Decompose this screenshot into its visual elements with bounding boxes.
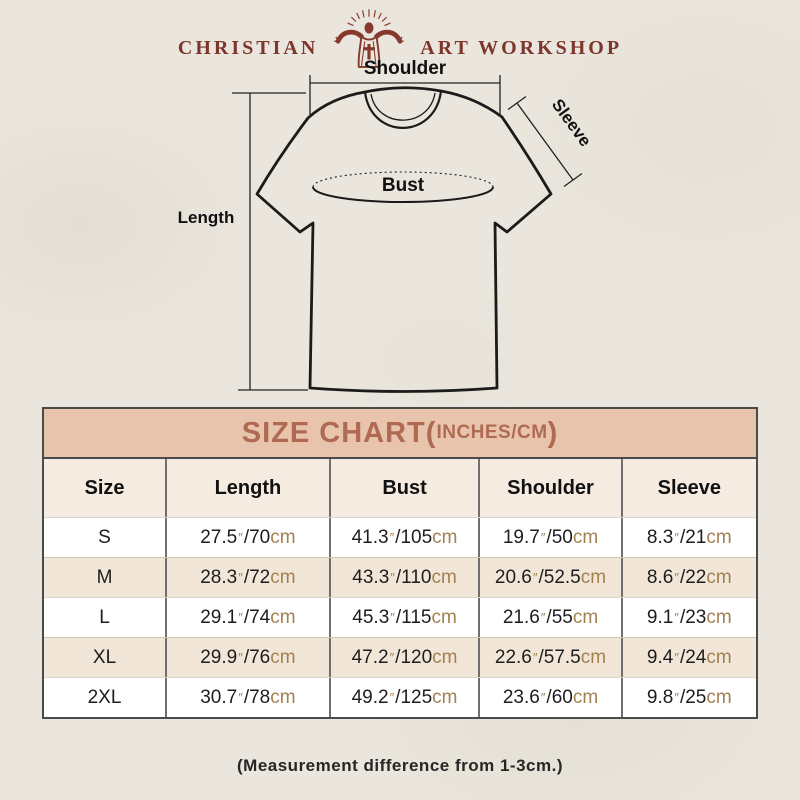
shoulder-value: 19.7 ″/50 cm [478, 518, 620, 557]
brand-logo: CHRISTIAN ART WORKSHOP [0, 6, 800, 68]
shoulder-value: 23.6 ″/60 cm [478, 678, 620, 717]
bust-label: Bust [382, 175, 425, 196]
col-header-length: Length [165, 459, 329, 517]
table-row: L 29.1 ″/74 cm 45.3 ″/115 cm 21.6 ″/55 cm 9.1 ″… [44, 597, 756, 637]
size-chart-title: SIZE CHART [241, 416, 426, 449]
size-chart-units: INCHES/CM [436, 422, 548, 443]
shoulder-dimension-line [309, 75, 501, 117]
col-header-size: Size [44, 459, 166, 517]
tshirt-outline [255, 86, 553, 393]
sleeve-value: 9.4 ″/24 cm [620, 638, 756, 677]
collar-outer [363, 90, 443, 129]
size-value: L [99, 606, 110, 628]
sleeve-value: 9.1 ″/23 cm [620, 598, 756, 637]
col-header-sleeve: Sleeve [620, 459, 756, 517]
length-value: 28.3 ″/72 cm [165, 558, 329, 597]
bust-value: 43.3 ″/110 cm [328, 558, 479, 597]
shoulder-value: 21.6 ″/55 cm [478, 598, 620, 637]
length-value: 29.1 ″/74 cm [165, 598, 329, 637]
bust-value: 45.3 ″/115 cm [328, 598, 479, 637]
jesus-figure-icon [334, 9, 405, 68]
table-header-row: Size Length Bust Shoulder Sleeve [44, 459, 756, 517]
size-chart-table: SIZE CHART(INCHES/CM) Size Length Bust S… [42, 407, 758, 719]
jesus-body [334, 22, 405, 68]
shoulder-value: 22.6 ″/57.5 cm [478, 638, 620, 677]
tshirt-measurement-diagram: Shoulder Bust Length Sleeve [178, 60, 595, 393]
table-row: S 27.5 ″/70 cm 41.3 ″/105 cm 19.7 ″/50 cm 8.3 ″… [44, 517, 756, 557]
col-header-bust: Bust [328, 459, 479, 517]
bust-value: 49.2 ″/125 cm [328, 678, 479, 717]
sleeve-dimension-line [507, 95, 583, 188]
table-row: XL 29.9 ″/76 cm 47.2 ″/120 cm 22.6 ″/57.5 cm 9… [44, 637, 756, 677]
sleeve-label: Sleeve [548, 95, 595, 150]
size-value: 2XL [87, 686, 122, 708]
col-header-shoulder: Shoulder [478, 459, 621, 517]
collar-inner [370, 92, 436, 121]
size-value: XL [92, 646, 117, 668]
sleeve-value: 8.6 ″/22 cm [620, 558, 756, 597]
sleeve-value: 9.8 ″/25 cm [620, 678, 756, 717]
length-label: Length [178, 208, 235, 227]
brand-name-left: CHRISTIAN [177, 37, 319, 59]
bust-value: 41.3 ″/105 cm [328, 518, 479, 557]
size-chart-title-bar: SIZE CHART(INCHES/CM) [44, 409, 756, 459]
table-row: M 28.3 ″/72 cm 43.3 ″/110 cm 20.6 ″/52.5 cm 8.… [44, 557, 756, 597]
brand-name-right: ART WORKSHOP [420, 37, 623, 59]
length-value: 30.7 ″/78 cm [165, 678, 329, 717]
sleeve-value: 8.3 ″/21 cm [620, 518, 756, 557]
bust-value: 47.2 ″/120 cm [328, 638, 479, 677]
bust-ellipse-bottom [312, 186, 494, 203]
length-dimension-line [232, 92, 308, 391]
size-value: S [98, 526, 111, 548]
size-value: M [96, 566, 113, 588]
table-row: 2XL 30.7 ″/78 cm 49.2 ″/125 cm 23.6 ″/60 cm 9.… [44, 677, 756, 717]
measurement-note: (Measurement difference from 1-3cm.) [237, 756, 563, 775]
length-value: 27.5 ″/70 cm [165, 518, 329, 557]
length-value: 29.9 ″/76 cm [165, 638, 329, 677]
cross-icon [363, 43, 376, 60]
shoulder-value: 20.6 ″/52.5 cm [478, 558, 620, 597]
shoulder-label: Shoulder [364, 60, 447, 79]
sunburst-rays [347, 9, 391, 27]
